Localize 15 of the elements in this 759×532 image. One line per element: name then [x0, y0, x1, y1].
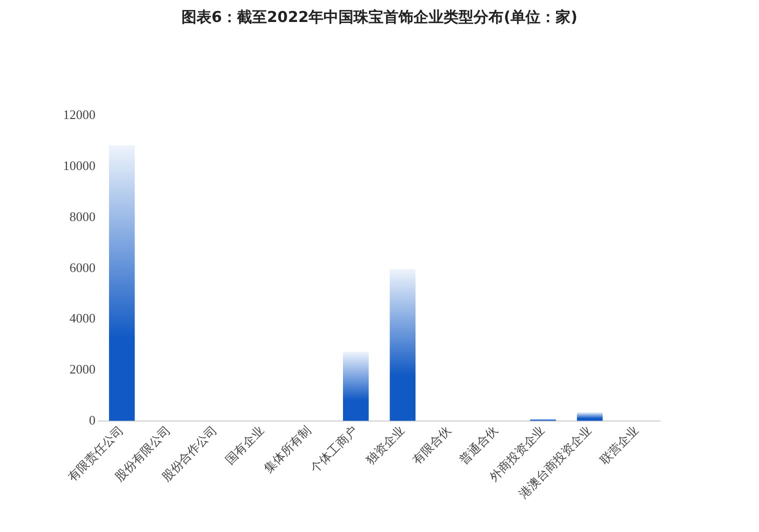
y-tick-label: 12000 [63, 107, 96, 122]
y-tick-label: 2000 [70, 362, 96, 376]
x-tick-label: 独资企业 [363, 423, 407, 468]
y-tick-label: 4000 [70, 310, 96, 326]
x-tick-label: 联营企业 [597, 423, 641, 468]
y-tick-label: 10000 [63, 158, 96, 174]
bar [109, 145, 135, 421]
y-tick-label: 8000 [70, 208, 96, 224]
bar [342, 352, 369, 421]
y-tick-label: 6000 [70, 260, 96, 275]
chart-title: 图表6：截至2022年中国珠宝首饰企业类型分布(单位：家) [180, 8, 578, 27]
x-tick-label: 有限合伙 [410, 423, 454, 468]
y-tick-label: 0 [89, 412, 96, 428]
bar [390, 269, 416, 421]
bar [576, 412, 603, 421]
